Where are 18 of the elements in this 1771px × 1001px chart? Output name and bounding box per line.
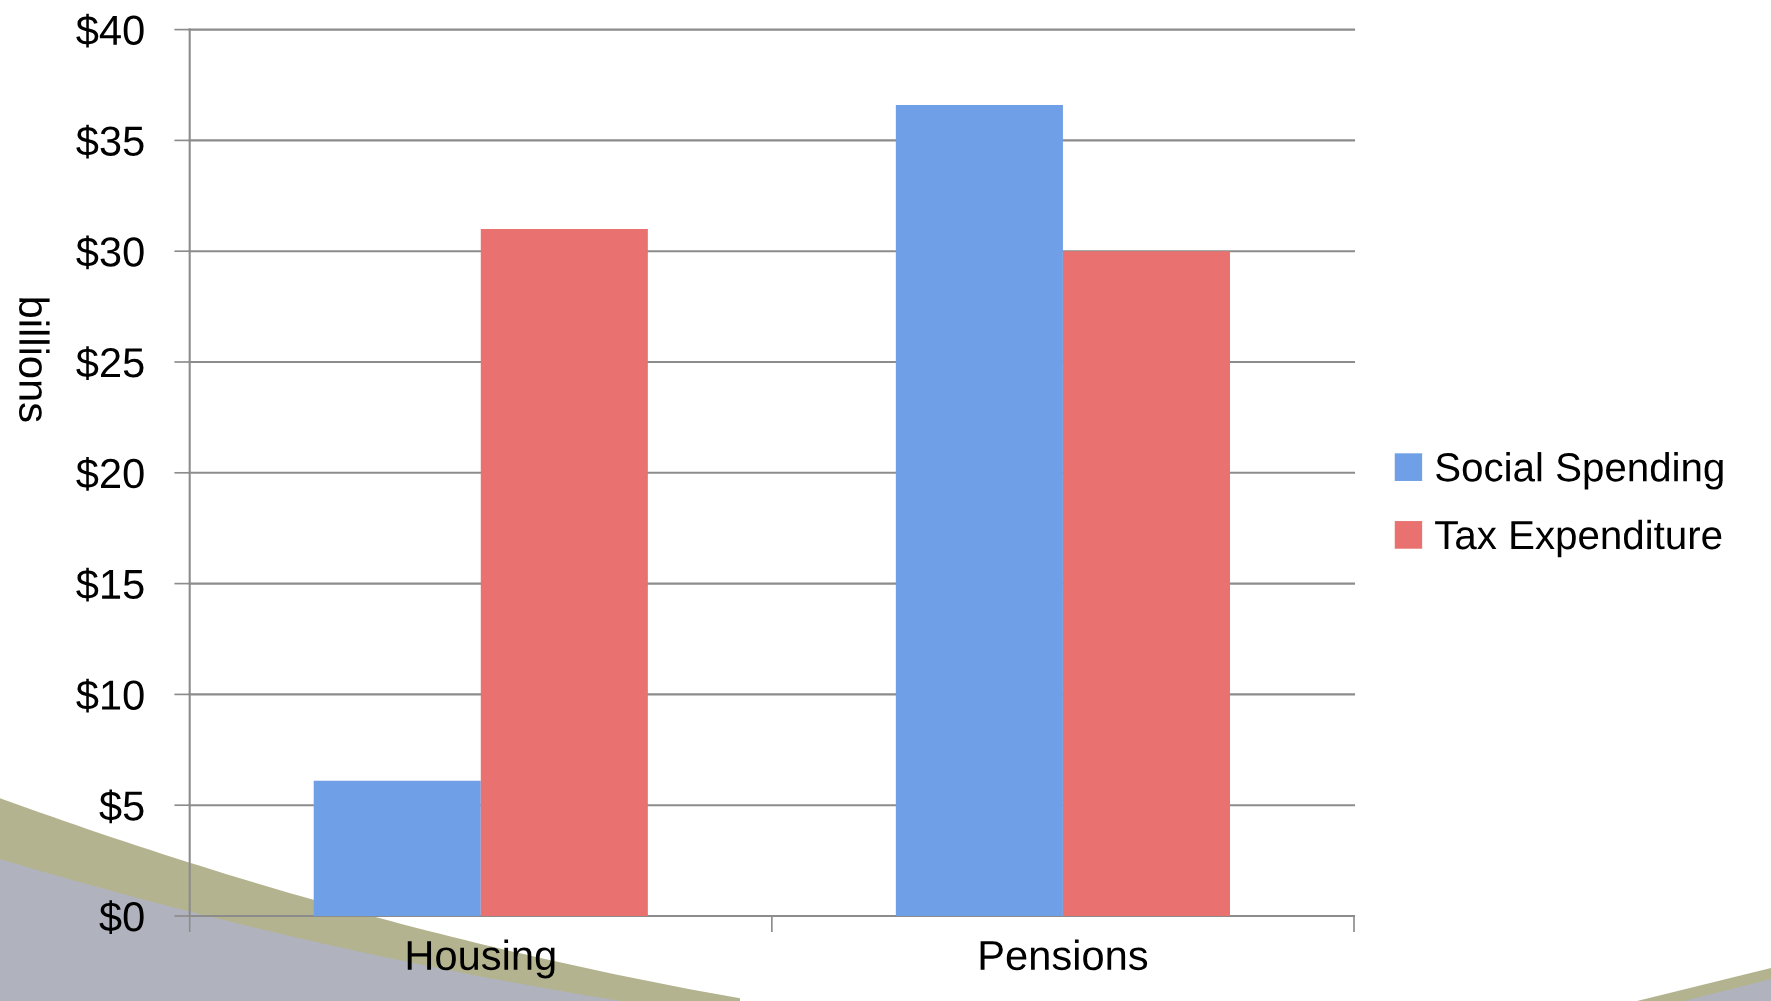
- y-tick-label: $40: [76, 13, 144, 48]
- bar: [480, 229, 648, 916]
- legend-label: Social Spending: [1436, 452, 1723, 490]
- y-tick-label: $20: [76, 457, 144, 491]
- legend-label: Tax Expenditure: [1435, 519, 1722, 558]
- y-tick-label: $5: [99, 789, 144, 824]
- x-tick-label: Pensions: [980, 939, 1148, 971]
- y-axis-title: billions: [19, 298, 50, 422]
- bar: [895, 104, 1063, 916]
- y-tick-label: $10: [76, 678, 144, 713]
- y-tick-label: $30: [76, 235, 144, 270]
- x-tick-label: Housing: [407, 939, 555, 979]
- y-tick-label: $25: [76, 346, 144, 380]
- y-tick-label: $15: [76, 567, 144, 602]
- y-tick-label: $0: [99, 900, 144, 934]
- y-tick-label: $35: [76, 124, 144, 159]
- bar: [1062, 251, 1230, 916]
- bar: [313, 780, 481, 916]
